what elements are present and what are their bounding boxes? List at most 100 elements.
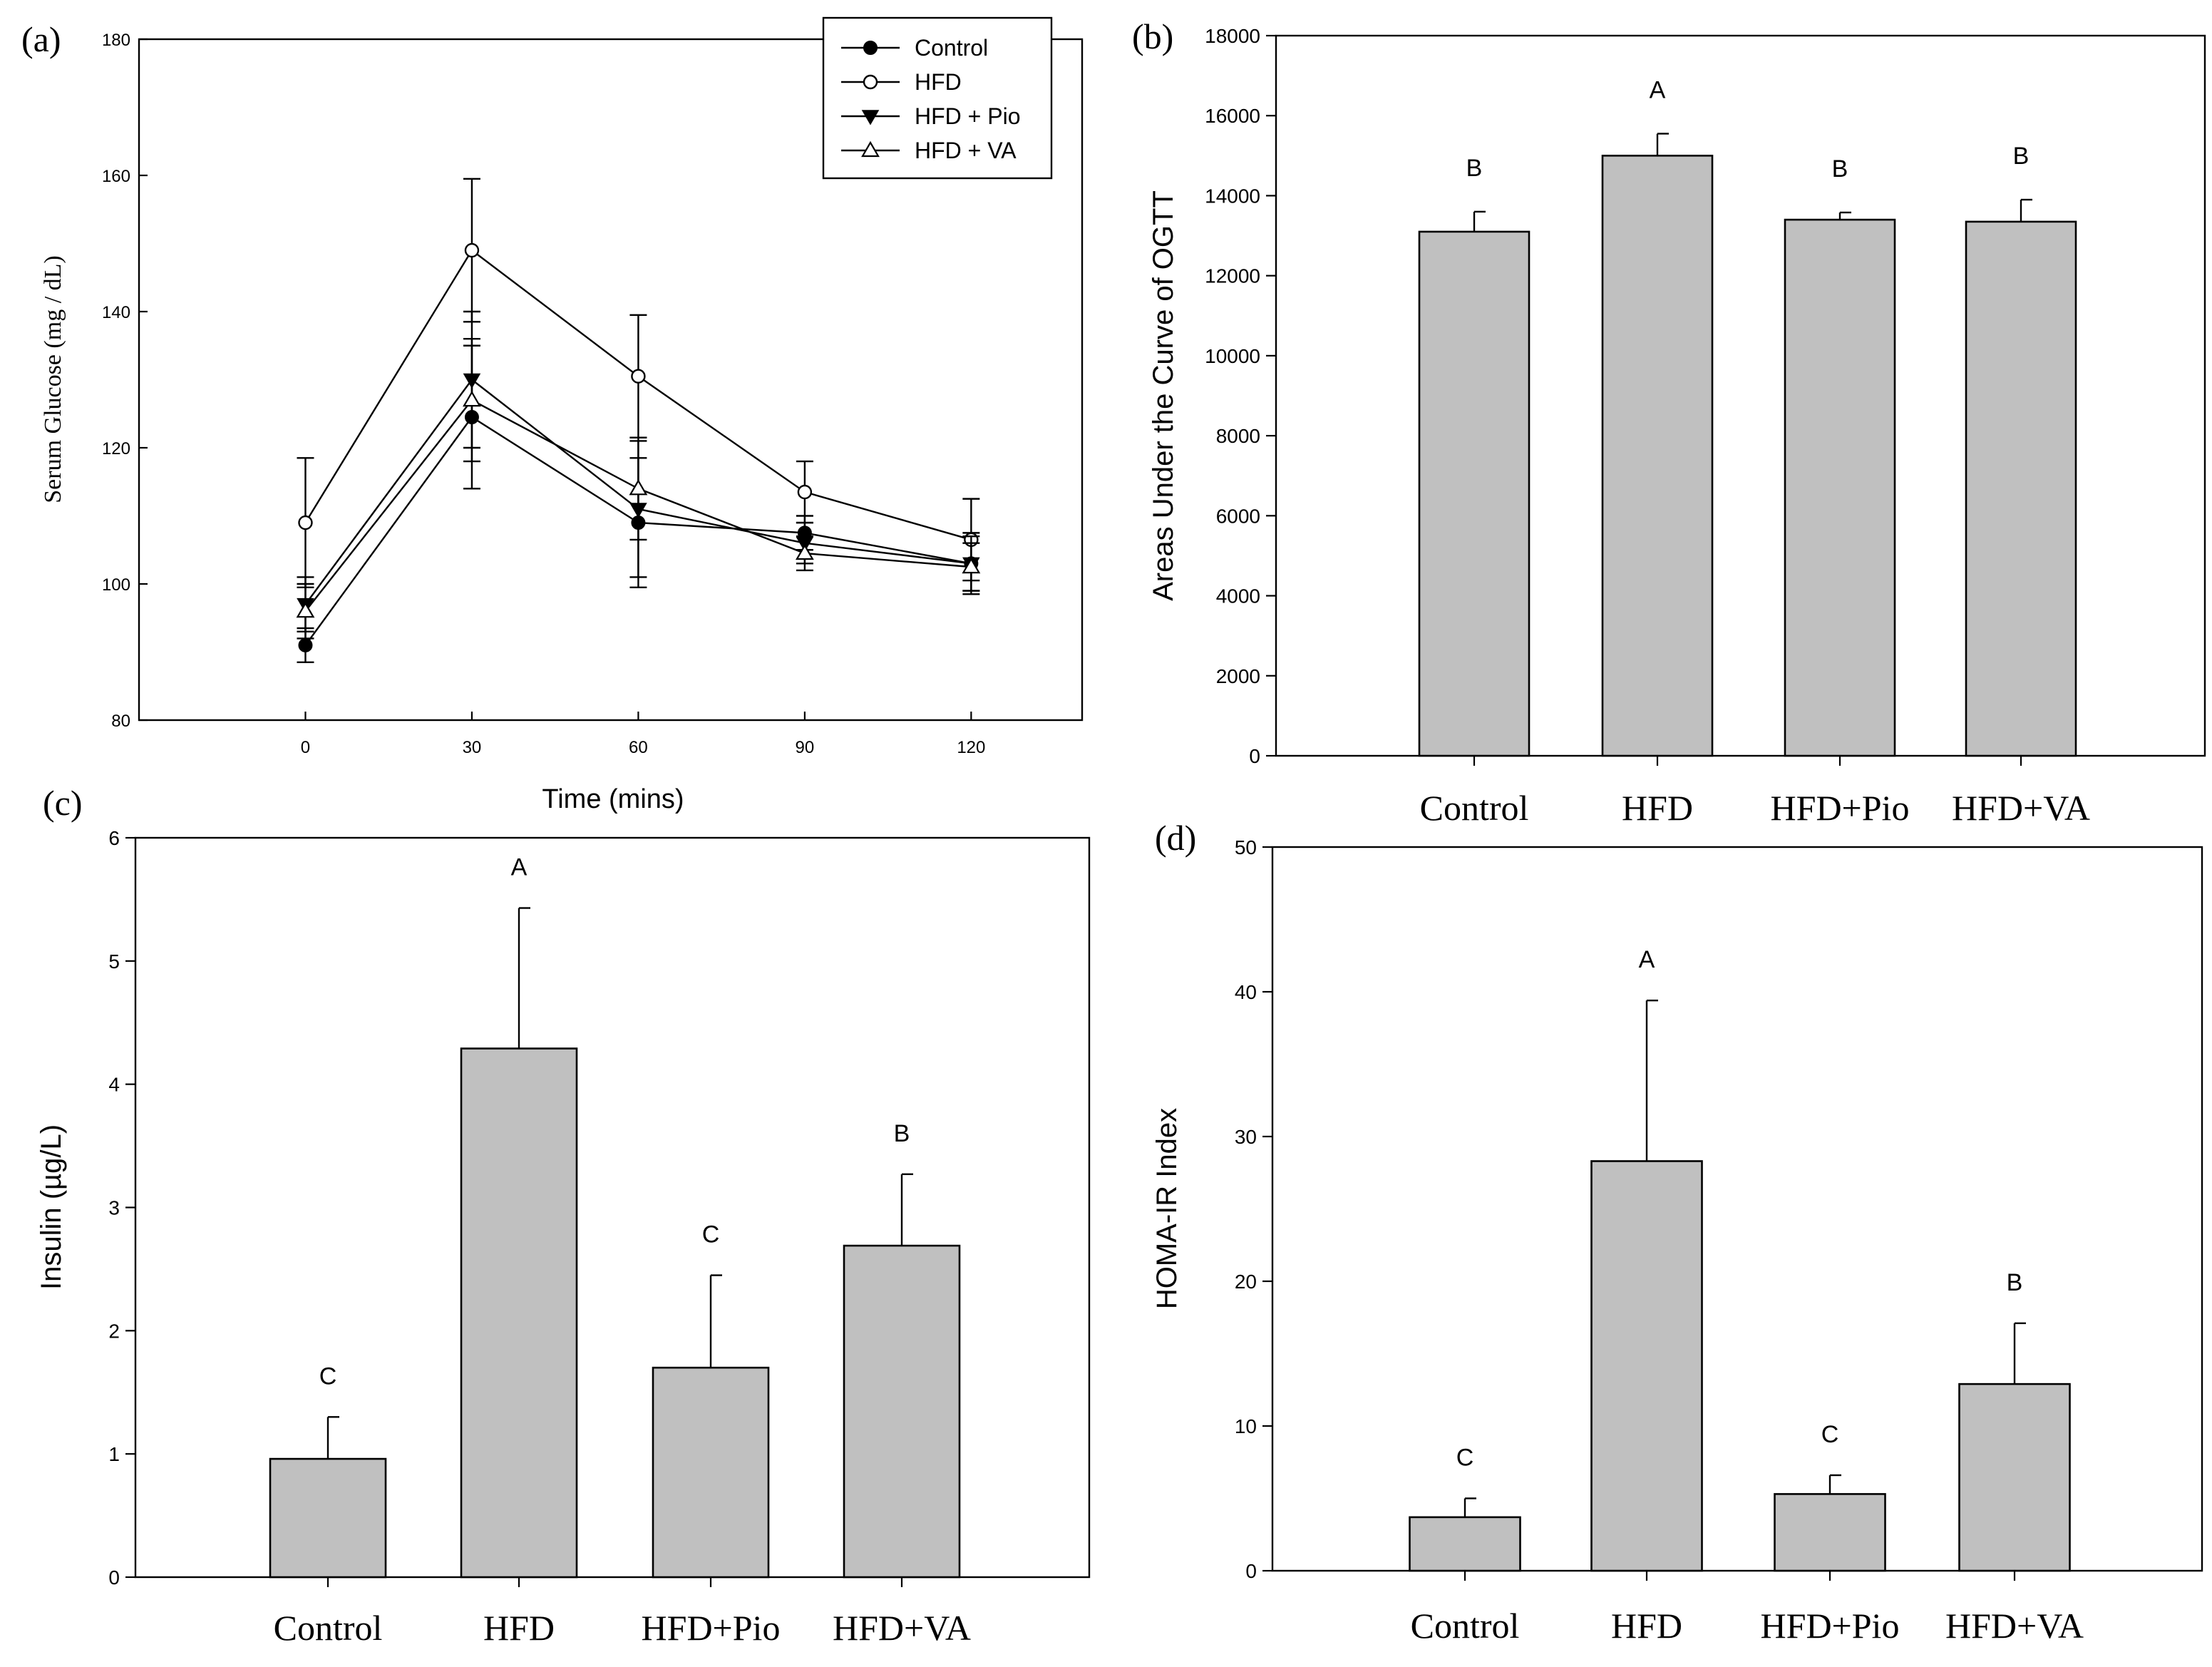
y-tick-label: 160 bbox=[102, 167, 130, 186]
data-point bbox=[298, 637, 313, 652]
panel-a-x-ticks: 0 30 60 90 120 bbox=[301, 712, 985, 757]
panel-c-bars: C Control A HFD C HFD+Pio B HFD+VA bbox=[269, 854, 971, 1648]
bar bbox=[1590, 1160, 1703, 1572]
x-tick-label: 60 bbox=[629, 738, 648, 757]
y-tick-label: 1 bbox=[108, 1443, 120, 1465]
data-point bbox=[298, 515, 313, 530]
panel-b-axes-frame bbox=[1275, 34, 2206, 757]
y-tick-label: 8000 bbox=[1216, 425, 1260, 447]
data-point bbox=[463, 390, 481, 407]
panel-a-x-axis-label: Time (mins) bbox=[542, 784, 684, 814]
significance-letter: C bbox=[702, 1221, 720, 1248]
y-tick-label: 0 bbox=[1245, 1560, 1257, 1582]
y-tick-label: 140 bbox=[102, 303, 130, 322]
y-tick-label: 4 bbox=[108, 1074, 120, 1096]
panel-b-bars: B Control A HFD B HFD+Pio B HFD+VA bbox=[1418, 76, 2090, 828]
panel-c-y-axis-label: Insulin (µg/L) bbox=[36, 1124, 67, 1290]
y-tick-label: 180 bbox=[102, 31, 130, 50]
y-tick-label: 4000 bbox=[1216, 585, 1260, 607]
legend-entry: HFD bbox=[915, 69, 962, 95]
y-tick-label: 30 bbox=[1235, 1126, 1257, 1148]
category-label: Control bbox=[1420, 788, 1529, 828]
x-tick-label: 120 bbox=[957, 738, 985, 757]
category-label: HFD+Pio bbox=[642, 1608, 781, 1648]
significance-letter: C bbox=[1821, 1421, 1839, 1448]
significance-letter: A bbox=[1650, 76, 1666, 103]
category-label: HFD bbox=[1622, 788, 1693, 828]
data-point bbox=[296, 602, 315, 618]
bar bbox=[1601, 155, 1714, 757]
panel-a-series bbox=[296, 178, 981, 664]
category-label: Control bbox=[274, 1608, 383, 1648]
bar bbox=[1418, 230, 1531, 757]
y-tick-label: 2 bbox=[108, 1320, 120, 1342]
y-tick-label: 0 bbox=[108, 1566, 120, 1589]
bar bbox=[1965, 220, 2077, 757]
y-tick-label: 18000 bbox=[1205, 25, 1260, 47]
panel-c-label: (c) bbox=[43, 783, 83, 823]
category-label: HFD+Pio bbox=[1771, 788, 1910, 828]
legend-entry: HFD + Pio bbox=[915, 103, 1020, 129]
panel-d-y-axis-label: HOMA-IR Index bbox=[1151, 1108, 1183, 1309]
significance-letter: B bbox=[1466, 155, 1483, 182]
y-tick-label: 80 bbox=[111, 712, 130, 731]
bar bbox=[1409, 1516, 1521, 1572]
significance-letter: B bbox=[2013, 143, 2030, 170]
panel-b-y-ticks: 0 2000 4000 6000 8000 10000 12000 14000 16000 180… bbox=[1205, 25, 1276, 767]
category-label: HFD+VA bbox=[1945, 1606, 2084, 1646]
category-label: HFD+VA bbox=[1952, 788, 2090, 828]
panel-d-bars: C Control A HFD C HFD+Pio B HFD+VA bbox=[1409, 946, 2084, 1646]
legend-marker bbox=[863, 41, 878, 55]
y-tick-label: 100 bbox=[102, 575, 130, 595]
y-tick-label: 3 bbox=[108, 1197, 120, 1219]
panel-b-label: (b) bbox=[1132, 16, 1173, 56]
data-point bbox=[631, 369, 646, 384]
y-tick-label: 10 bbox=[1235, 1415, 1257, 1437]
panel-a-line-chart: (a) Serum Glucose (mg / dL) Time (mins) … bbox=[21, 16, 1084, 814]
significance-letter: B bbox=[2007, 1269, 2023, 1296]
panel-a-label: (a) bbox=[21, 19, 61, 59]
panel-a-y-ticks: 80 100 120 140 160 180 bbox=[102, 31, 148, 731]
y-tick-label: 50 bbox=[1235, 836, 1257, 858]
significance-letter: B bbox=[1832, 155, 1848, 183]
y-tick-label: 20 bbox=[1235, 1271, 1257, 1293]
category-label: HFD bbox=[483, 1608, 555, 1648]
data-point bbox=[797, 484, 813, 500]
legend-marker bbox=[861, 110, 880, 125]
significance-letter: A bbox=[511, 854, 528, 881]
category-label: HFD+Pio bbox=[1761, 1606, 1900, 1646]
data-point bbox=[629, 479, 648, 496]
bar bbox=[1774, 1493, 1886, 1572]
category-label: HFD bbox=[1611, 1606, 1682, 1646]
bar bbox=[652, 1366, 770, 1579]
y-tick-label: 12000 bbox=[1205, 265, 1260, 287]
panel-d-y-ticks: 0 10 20 30 40 50 bbox=[1235, 836, 1272, 1582]
significance-letter: B bbox=[894, 1120, 910, 1147]
legend-entry: HFD + VA bbox=[915, 138, 1017, 163]
bar bbox=[1784, 218, 1896, 757]
category-label: HFD+VA bbox=[833, 1608, 971, 1648]
y-tick-label: 5 bbox=[108, 950, 120, 973]
y-tick-label: 120 bbox=[102, 439, 130, 458]
y-tick-label: 40 bbox=[1235, 981, 1257, 1003]
y-tick-label: 10000 bbox=[1205, 345, 1260, 367]
data-point bbox=[962, 557, 981, 574]
panel-b-y-axis-label: Areas Under the Curve of OGTT bbox=[1148, 190, 1179, 601]
x-tick-label: 90 bbox=[796, 738, 815, 757]
bar bbox=[843, 1244, 961, 1579]
bar bbox=[1958, 1383, 2071, 1572]
y-tick-label: 16000 bbox=[1205, 105, 1260, 127]
panel-d-axes-frame bbox=[1271, 846, 2203, 1572]
bar bbox=[460, 1047, 578, 1579]
y-tick-label: 14000 bbox=[1205, 185, 1260, 207]
y-tick-label: 6000 bbox=[1216, 505, 1260, 527]
legend-marker bbox=[863, 74, 878, 90]
y-tick-label: 0 bbox=[1249, 745, 1260, 767]
data-point bbox=[795, 543, 814, 560]
significance-letter: A bbox=[1639, 946, 1655, 973]
x-tick-label: 0 bbox=[301, 738, 310, 757]
y-tick-label: 2000 bbox=[1216, 665, 1260, 687]
significance-letter: C bbox=[319, 1363, 337, 1390]
